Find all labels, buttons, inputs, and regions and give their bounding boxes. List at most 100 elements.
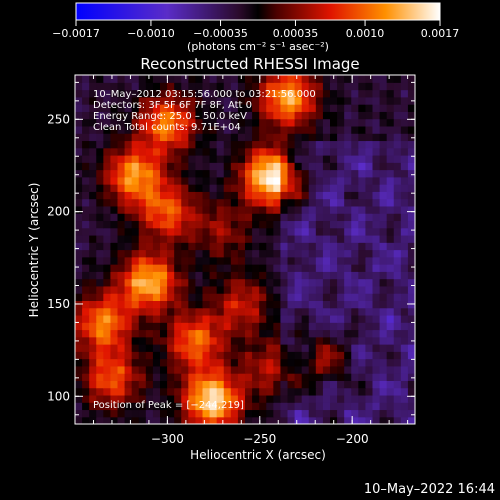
- heatmap-cell: [280, 176, 289, 185]
- y-axis-label: Heliocentric Y (arcsec): [27, 183, 41, 318]
- heatmap-cell: [294, 89, 303, 98]
- heatmap-cell: [202, 351, 211, 360]
- heatmap-cell: [110, 125, 119, 134]
- heatmap-cell: [358, 213, 367, 222]
- heatmap-cell: [209, 234, 218, 243]
- heatmap-cell: [103, 213, 112, 222]
- heatmap-cell: [287, 227, 296, 236]
- heatmap-cell: [216, 234, 225, 243]
- heatmap-cell: [330, 111, 338, 120]
- heatmap-cell: [252, 300, 260, 309]
- heatmap-cell: [124, 365, 133, 374]
- heatmap-cell: [103, 111, 112, 120]
- heatmap-cell: [372, 75, 381, 83]
- heatmap-cell: [294, 402, 303, 411]
- heatmap-cell: [322, 169, 331, 178]
- heatmap-cell: [337, 278, 345, 287]
- heatmap-cell: [131, 344, 140, 352]
- heatmap-cell: [181, 227, 189, 236]
- heatmap-cell: [75, 373, 83, 381]
- heatmap-cell: [259, 176, 267, 185]
- colorbar-tick-label: −0.00035: [193, 27, 248, 40]
- heatmap-cell: [174, 96, 182, 105]
- heatmap-cell: [407, 387, 415, 396]
- heatmap-cell: [124, 227, 133, 236]
- heatmap-cell: [294, 344, 303, 352]
- heatmap-cell: [160, 394, 168, 403]
- heatmap-cell: [195, 191, 204, 200]
- heatmap-cell: [160, 322, 168, 331]
- heatmap-cell: [75, 75, 83, 83]
- heatmap-cell: [96, 394, 104, 403]
- heatmap-cell: [188, 387, 197, 396]
- heatmap-cell: [245, 125, 253, 134]
- heatmap-cell: [379, 365, 388, 374]
- heatmap-cell: [195, 409, 204, 418]
- heatmap-cell: [400, 293, 409, 301]
- heatmap-cell: [209, 227, 218, 236]
- heatmap-cell: [160, 133, 168, 142]
- heatmap-cell: [407, 249, 415, 258]
- heatmap-cell: [330, 227, 338, 236]
- heatmap-cell: [202, 125, 211, 134]
- heatmap-cell: [188, 394, 197, 403]
- heatmap-cell: [252, 154, 260, 163]
- heatmap-cell: [330, 176, 338, 185]
- heatmap-cell: [322, 314, 331, 323]
- heatmap-cell: [103, 75, 112, 83]
- heatmap-cell: [89, 314, 97, 323]
- heatmap-cell: [195, 184, 204, 192]
- heatmap-cell: [89, 365, 97, 374]
- footer-timestamp: 10–May–2022 16:44: [364, 482, 495, 497]
- annotation-counts: Clean Total counts: 9.71E+04: [93, 122, 241, 133]
- heatmap-cell: [308, 154, 317, 163]
- heatmap-cell: [245, 373, 253, 381]
- heatmap-cell: [181, 104, 189, 112]
- heatmap-cell: [287, 285, 296, 294]
- heatmap-cell: [75, 256, 83, 265]
- heatmap-cell: [82, 133, 90, 142]
- heatmap-cell: [287, 133, 296, 142]
- heatmap-cell: [174, 402, 182, 411]
- heatmap-cell: [89, 220, 97, 229]
- heatmap-cell: [273, 104, 282, 112]
- heatmap-cell: [124, 205, 133, 214]
- heatmap-cell: [386, 322, 395, 331]
- heatmap-cell: [372, 191, 381, 200]
- heatmap-cell: [358, 96, 367, 105]
- heatmap-cell: [216, 89, 225, 98]
- heatmap-cell: [181, 140, 189, 149]
- heatmap-cell: [315, 176, 324, 185]
- heatmap-cell: [273, 147, 282, 156]
- heatmap-cell: [195, 351, 204, 360]
- heatmap-cell: [330, 154, 338, 163]
- heatmap-cell: [230, 365, 239, 374]
- heatmap-cell: [315, 322, 324, 331]
- heatmap-cell: [110, 314, 119, 323]
- heatmap-cell: [188, 191, 197, 200]
- heatmap-cell: [280, 344, 289, 352]
- heatmap-cell: [124, 198, 133, 207]
- heatmap-cell: [160, 227, 168, 236]
- heatmap-cell: [174, 278, 182, 287]
- heatmap-cell: [103, 147, 112, 156]
- heatmap-cell: [209, 402, 218, 411]
- heatmap-cell: [152, 402, 161, 411]
- heatmap-cell: [131, 358, 140, 367]
- heatmap-cell: [195, 205, 204, 214]
- heatmap-cell: [131, 351, 140, 360]
- heatmap-cell: [301, 336, 310, 345]
- heatmap-cell: [110, 387, 119, 396]
- heatmap-cell: [252, 140, 260, 149]
- heatmap-cell: [330, 278, 338, 287]
- heatmap-cell: [358, 184, 367, 192]
- heatmap-cell: [223, 373, 232, 381]
- heatmap-cell: [152, 198, 161, 207]
- heatmap-cell: [138, 322, 147, 331]
- heatmap-cell: [245, 96, 253, 105]
- heatmap-cell: [131, 111, 140, 120]
- heatmap-cell: [237, 96, 246, 105]
- heatmap-cell: [245, 256, 253, 265]
- heatmap-cell: [330, 380, 338, 389]
- heatmap-cell: [365, 336, 374, 345]
